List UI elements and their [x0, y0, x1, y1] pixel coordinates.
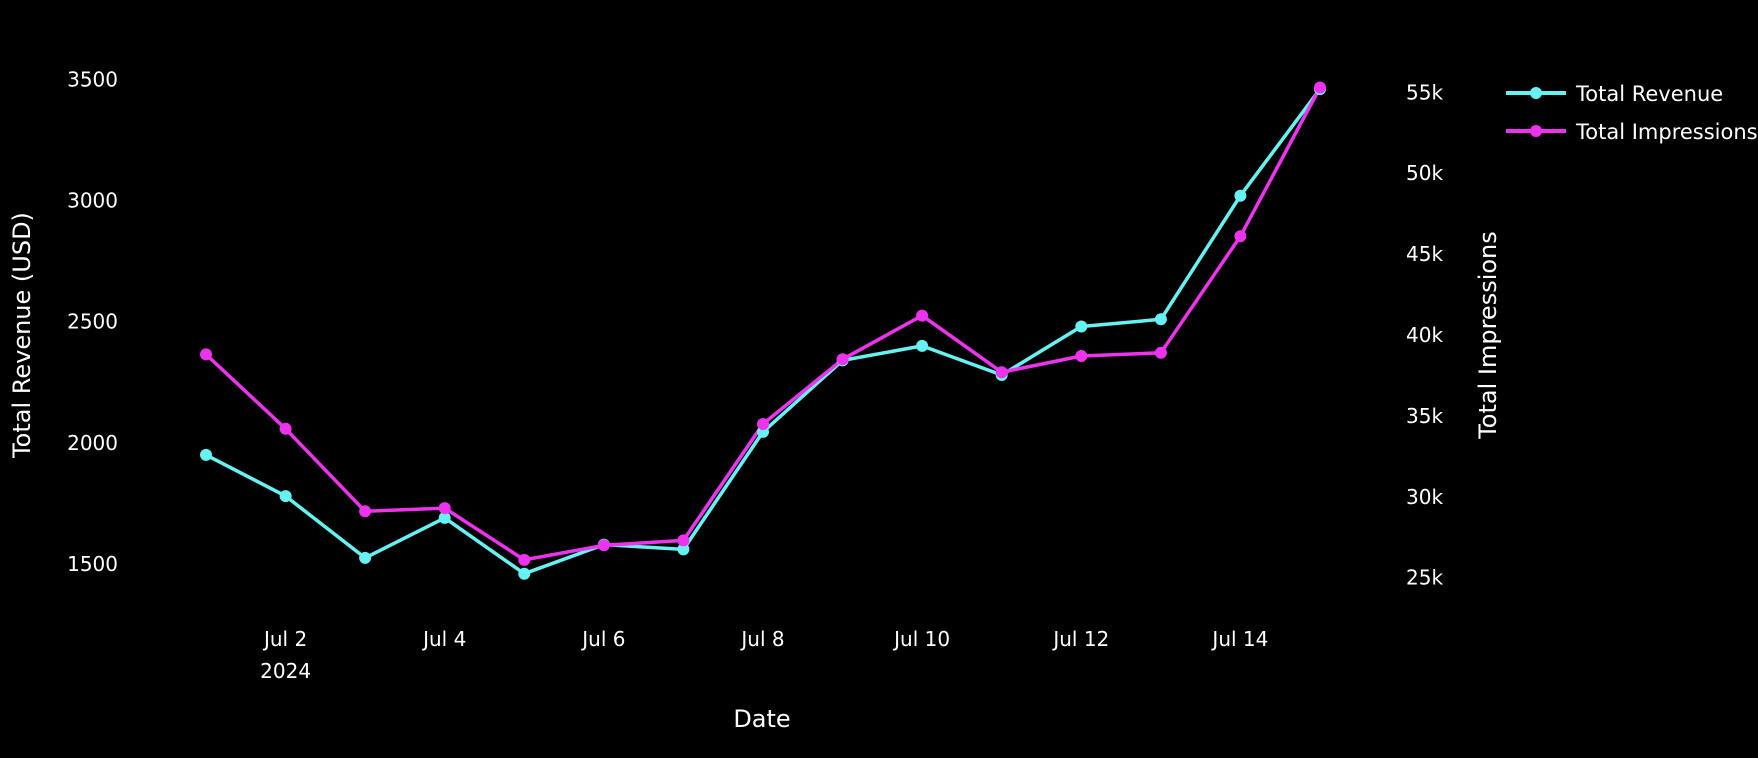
data-point-impressions-2024-07-10[interactable]	[916, 309, 929, 322]
x-tick-label: Jul 10	[892, 627, 950, 651]
y2-tick-label: 35k	[1406, 404, 1443, 428]
data-point-impressions-2024-07-09[interactable]	[836, 353, 849, 366]
data-point-revenue-2024-07-05[interactable]	[518, 567, 531, 580]
data-point-impressions-2024-07-07[interactable]	[677, 534, 690, 547]
x-tick-label: Jul 2	[262, 627, 307, 651]
x-tick-label: Jul 8	[739, 627, 784, 651]
y2-axis-ticks: 25k 30k 35k 40k 45k 50k 55k	[1406, 80, 1443, 589]
y-tick-label: 2000	[67, 431, 118, 455]
data-point-impressions-2024-07-15[interactable]	[1314, 81, 1326, 94]
y2-tick-label: 50k	[1406, 161, 1443, 185]
legend-label-impressions: Total Impressions	[1575, 120, 1758, 144]
y-tick-label: 2500	[67, 310, 118, 334]
data-point-revenue-2024-07-02[interactable]	[279, 490, 292, 503]
x-axis-title: Date	[733, 705, 790, 733]
x-tick-label: Jul 4	[421, 627, 466, 651]
data-point-impressions-2024-07-01[interactable]	[200, 348, 212, 361]
data-point-revenue-2024-07-14[interactable]	[1234, 189, 1247, 202]
y2-tick-label: 40k	[1406, 323, 1443, 347]
data-point-impressions-2024-07-02[interactable]	[279, 422, 292, 435]
x-tick-label: Jul 14	[1210, 627, 1268, 651]
legend-item-impressions[interactable]: Total Impressions	[1506, 120, 1758, 144]
data-point-impressions-2024-07-11[interactable]	[995, 366, 1008, 379]
y2-tick-label: 55k	[1406, 80, 1443, 104]
x-axis-ticks: Jul 2 2024 Jul 4 Jul 6 Jul 8 Jul 10 Jul 12 Jul …	[260, 627, 1268, 683]
data-point-impressions-2024-07-05[interactable]	[518, 553, 531, 566]
data-point-impressions-2024-07-12[interactable]	[1075, 350, 1088, 362]
y-tick-label: 3000	[67, 189, 118, 213]
y-axis-title: Total Revenue (USD)	[8, 212, 36, 459]
y2-tick-label: 45k	[1406, 242, 1443, 266]
data-point-revenue-2024-07-10[interactable]	[916, 339, 929, 352]
data-point-revenue-2024-07-04[interactable]	[438, 511, 451, 524]
data-point-impressions-2024-07-08[interactable]	[757, 418, 769, 430]
x-tick-label: Jul 6	[580, 627, 625, 651]
legend-item-revenue[interactable]: Total Revenue	[1506, 82, 1723, 106]
data-point-revenue-2024-07-01[interactable]	[200, 448, 212, 461]
y-tick-label: 3500	[67, 67, 118, 91]
y2-axis-title: Total Impressions	[1474, 231, 1502, 440]
data-point-revenue-2024-07-03[interactable]	[359, 551, 372, 564]
data-point-revenue-2024-07-07[interactable]	[677, 543, 690, 556]
x-tick-label: Jul 12	[1051, 627, 1109, 651]
data-point-impressions-2024-07-03[interactable]	[359, 505, 372, 518]
legend-label-revenue: Total Revenue	[1575, 82, 1723, 106]
data-point-revenue-2024-07-12[interactable]	[1075, 320, 1088, 333]
data-point-impressions-2024-07-06[interactable]	[597, 539, 610, 552]
y2-tick-label: 30k	[1406, 485, 1443, 509]
data-point-impressions-2024-07-14[interactable]	[1234, 230, 1247, 243]
y-axis-ticks: 1500 2000 2500 3000 3500	[67, 67, 118, 576]
data-point-impressions-2024-07-04[interactable]	[438, 502, 451, 515]
x-tick-year-label: 2024	[260, 659, 311, 683]
data-point-impressions-2024-07-13[interactable]	[1154, 346, 1167, 359]
y-tick-label: 1500	[67, 552, 118, 576]
series-markers	[200, 81, 1326, 580]
legend: Total Revenue Total Impressions	[1506, 82, 1758, 144]
legend-marker-impressions	[1530, 125, 1542, 137]
legend-marker-revenue	[1530, 87, 1542, 99]
y2-tick-label: 25k	[1406, 566, 1443, 590]
data-point-revenue-2024-07-13[interactable]	[1154, 313, 1167, 326]
